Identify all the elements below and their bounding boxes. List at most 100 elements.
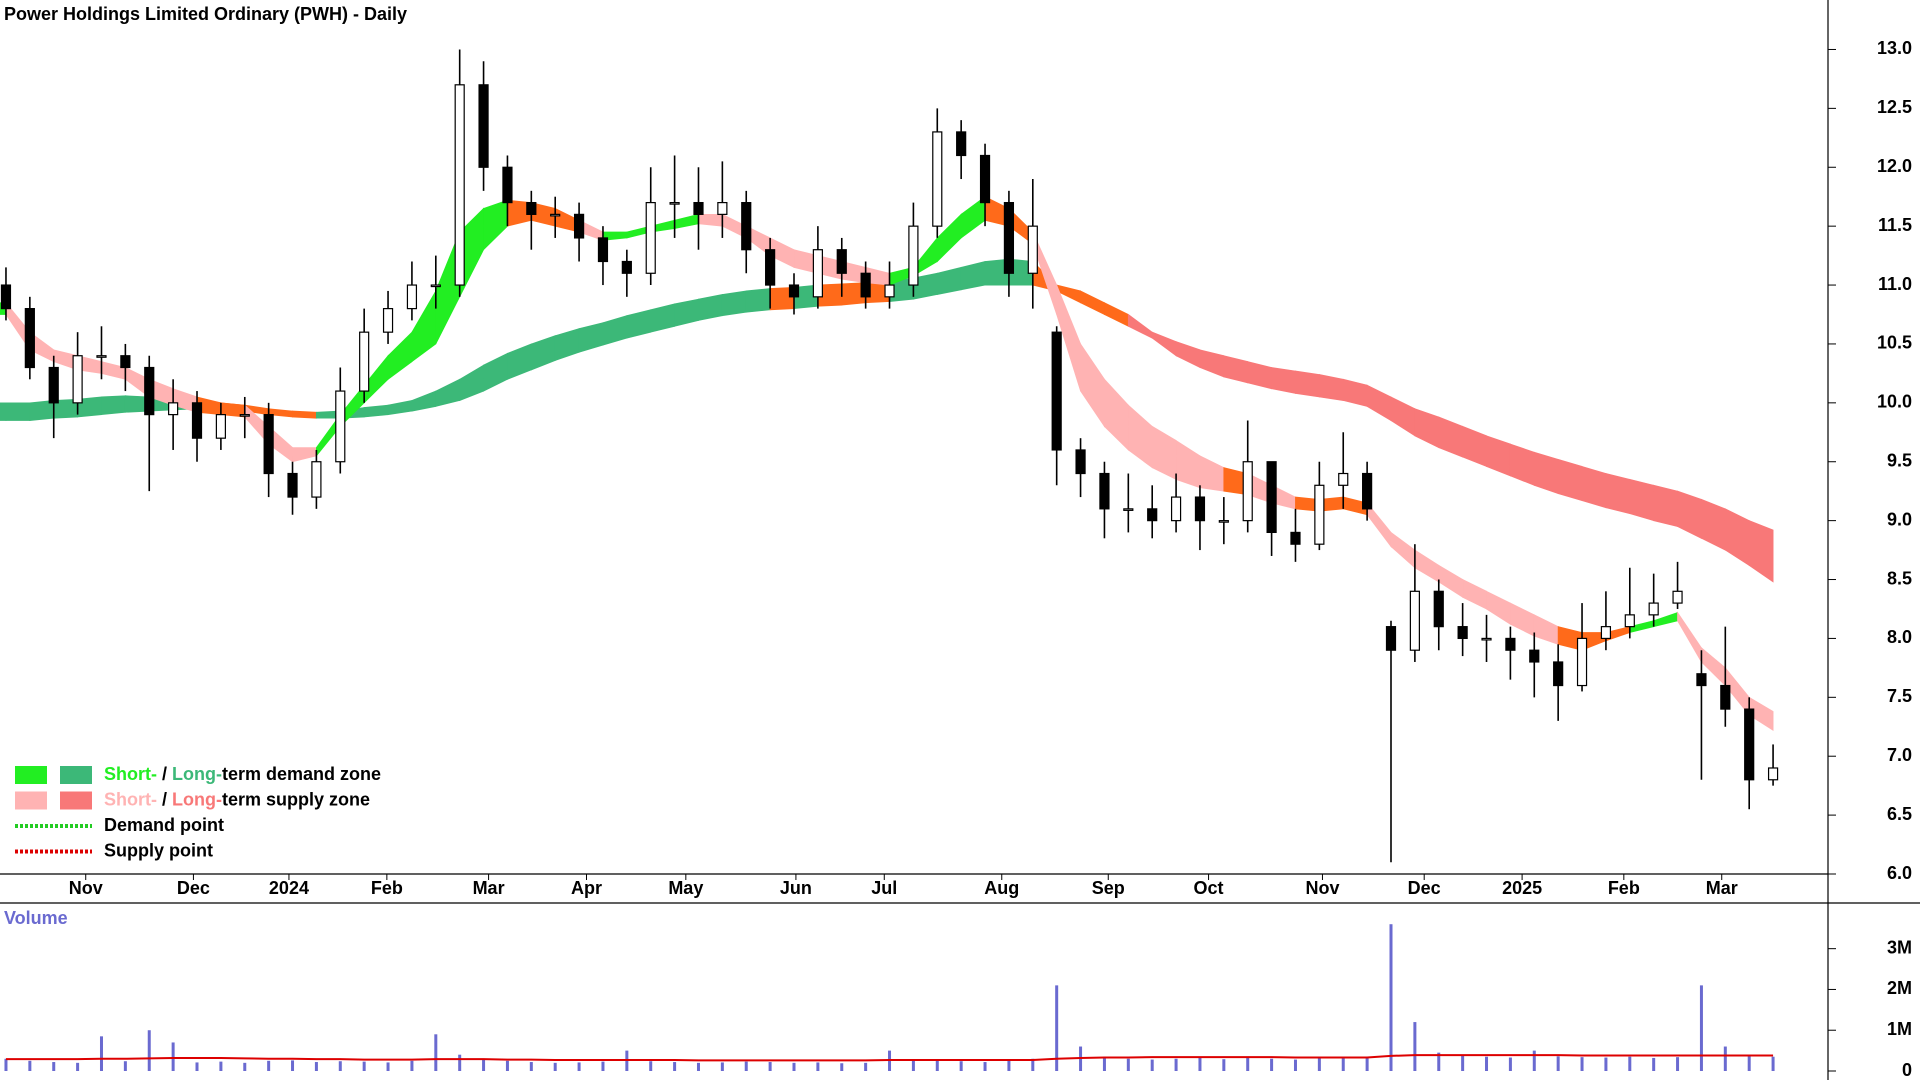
volume-bar (577, 1062, 581, 1071)
zone-band-segment (387, 331, 413, 381)
volume-bar (1532, 1050, 1536, 1071)
legend-entry: Short- / Long-term supply zone (104, 789, 370, 809)
legend-text: term supply zone (222, 789, 370, 809)
zone-band-segment (1199, 455, 1225, 492)
y-tick-label: 10.0 (1877, 392, 1912, 412)
volume-bar (1293, 1059, 1297, 1071)
volume-bar (1270, 1058, 1274, 1071)
candle-body (1409, 590, 1420, 651)
volume-bar (99, 1036, 103, 1071)
volume-bar (1341, 1057, 1345, 1071)
zone-band-segment (292, 410, 317, 419)
volume-bar (1198, 1057, 1202, 1071)
zone-band-segment (578, 322, 604, 353)
volume-bar (696, 1062, 700, 1071)
zone-band-segment (1533, 451, 1559, 495)
zone-band-segment (101, 395, 126, 416)
zone-band-segment (1533, 614, 1559, 645)
volume-bar (76, 1062, 80, 1071)
candle-body (1123, 508, 1134, 511)
candle-body (239, 414, 250, 417)
candle-body (1338, 472, 1349, 486)
candle-body (478, 84, 489, 168)
candle-body (1314, 484, 1325, 545)
volume-bar (529, 1062, 533, 1071)
zone-band-segment (1701, 498, 1726, 551)
zone-band-segment (483, 199, 508, 251)
candle-body (72, 355, 83, 404)
zone-band-segment (1080, 290, 1105, 316)
candle-body (812, 249, 823, 298)
y-tick-label: 12.0 (1877, 156, 1912, 176)
x-tick-label: Jul (871, 878, 897, 898)
zone-band-segment (1151, 331, 1177, 357)
candle-body (144, 366, 155, 416)
volume-bar (386, 1062, 390, 1071)
volume-bar (983, 1062, 987, 1071)
zone-band-segment (602, 315, 628, 346)
candle-body (1290, 531, 1301, 545)
zone-band-segment (363, 404, 389, 418)
zone-band-segment (1127, 404, 1153, 469)
candle-body (526, 201, 537, 215)
volume-bar (1031, 1058, 1035, 1071)
zone-band-segment (1629, 478, 1655, 522)
candle-body (884, 284, 895, 298)
zone-band-segment (1486, 590, 1511, 626)
candle-body (788, 284, 800, 298)
volume-bar (840, 1063, 844, 1071)
candle-body (1003, 201, 1015, 274)
zone-band-segment (1677, 490, 1702, 539)
x-tick-label: Oct (1194, 878, 1224, 898)
zone-band-segment (507, 343, 532, 380)
candle-body (621, 260, 632, 274)
volume-bar (1174, 1058, 1178, 1071)
volume-bar (291, 1060, 295, 1071)
volume-bar (123, 1061, 127, 1071)
candle-body (1362, 472, 1373, 510)
volume-bar (1055, 985, 1059, 1071)
legend-text: Long- (172, 764, 222, 784)
volume-bar (1126, 1058, 1130, 1071)
candle-body (1242, 461, 1253, 522)
x-tick-label: May (668, 878, 703, 898)
candle-body (263, 414, 274, 475)
candle-body (454, 84, 465, 286)
volume-bar (649, 1061, 653, 1071)
volume-bar (1604, 1057, 1608, 1071)
zone-band-segment (1271, 367, 1296, 394)
x-tick-label: Aug (984, 878, 1019, 898)
candle-body (1720, 684, 1731, 710)
zone-band-segment (1438, 416, 1464, 458)
candle-body (1672, 590, 1683, 604)
zone-band-segment (1390, 531, 1416, 569)
volume-bar (52, 1062, 56, 1071)
volume-bar (1365, 1057, 1369, 1071)
zone-band-segment (674, 213, 699, 229)
zone-band-segment (1557, 458, 1583, 502)
legend-text: term demand zone (222, 764, 381, 784)
candle-body (335, 390, 346, 463)
y-tick-label: 12.5 (1877, 97, 1912, 117)
candle-body (359, 331, 370, 392)
volume-bar (314, 1062, 318, 1071)
candle-body (191, 402, 203, 439)
volume-bar (1222, 1059, 1226, 1071)
legend-swatch (15, 766, 47, 784)
volume-bar (553, 1062, 557, 1071)
volume-bar (4, 1058, 8, 1071)
x-tick-label: Jun (780, 878, 812, 898)
candle-body (287, 472, 298, 498)
x-tick-label: Sep (1092, 878, 1125, 898)
volume-average-line (5, 1054, 1774, 1062)
candle-body (1051, 331, 1062, 451)
volume-bar (219, 1061, 223, 1071)
candle-body (550, 213, 561, 217)
candle-body (1385, 626, 1397, 651)
candle-body (168, 402, 179, 416)
legend-text: / (157, 764, 172, 784)
candle-body (1648, 602, 1659, 616)
x-tick-label: Dec (177, 878, 210, 898)
candle-body (597, 237, 609, 263)
